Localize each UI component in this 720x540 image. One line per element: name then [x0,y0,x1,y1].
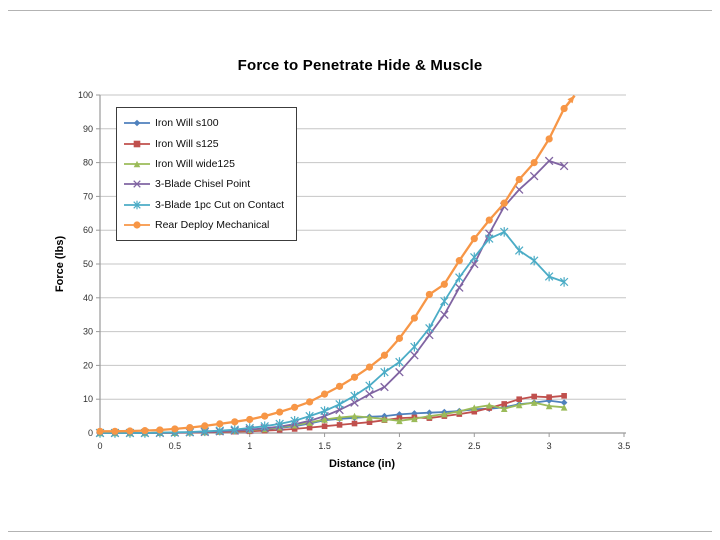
x-tick-label: 2 [397,441,402,451]
y-tick-label: 40 [83,293,93,303]
y-tick-label: 30 [83,327,93,337]
legend-label: 3-Blade 1pc Cut on Contact [155,198,284,211]
legend-label: 3-Blade Chisel Point [155,178,251,191]
x-tick-label: 3.5 [618,441,631,451]
slide-top-rule [8,10,712,11]
x-tick-label: 3 [547,441,552,451]
legend-label: Rear Deploy Mechanical [155,219,270,232]
legend-item-6: Rear Deploy Mechanical [123,215,284,235]
x-tick-label: 0 [97,441,102,451]
chart-title: Force to Penetrate Hide & Muscle [237,57,483,74]
diamond-marker-icon [124,119,150,127]
legend-item-4: 3-Blade Chisel Point [123,174,284,194]
circle-marker-icon [124,221,150,229]
x-axis-title: Distance (in) [329,458,395,470]
x-tick-label: 1.5 [318,441,331,451]
legend-label: Iron Will wide125 [155,157,235,170]
y-tick-label: 80 [83,158,93,168]
y-axis-title: Force (lbs) [54,236,66,293]
y-tick-label: 70 [83,191,93,201]
legend-label: Iron Will s100 [155,117,219,130]
x-tick-label: 1 [247,441,252,451]
y-tick-label: 50 [83,259,93,269]
legend-label: Iron Will s125 [155,137,219,150]
x-tick-label: 0.5 [169,441,182,451]
series-rear-deploy-mechanical [96,94,576,435]
legend-item-5: 3-Blade 1pc Cut on Contact [123,195,284,215]
x-tick-label: 2.5 [468,441,481,451]
legend-item-3: Iron Will wide125 [123,154,284,174]
y-tick-label: 10 [83,394,93,404]
square-marker-icon [124,140,150,147]
y-tick-label: 0 [88,428,93,438]
y-tick-label: 20 [83,360,93,370]
x-marker-icon [124,180,150,189]
chart-legend: Iron Will s100 Iron Will s125 Iron Will wi… [116,107,297,242]
y-tick-label: 100 [78,90,93,100]
star-marker-icon [124,200,150,210]
legend-item-1: Iron Will s100 [123,113,284,133]
slide-bottom-rule [8,531,712,532]
y-tick-label: 60 [83,225,93,235]
legend-item-2: Iron Will s125 [123,133,284,153]
y-tick-label: 90 [83,124,93,134]
triangle-marker-icon [124,160,150,168]
arrow-head-icon [567,95,575,104]
series-iron-will-wide125 [96,399,568,437]
